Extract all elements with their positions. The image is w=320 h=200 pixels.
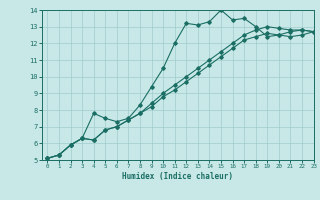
X-axis label: Humidex (Indice chaleur): Humidex (Indice chaleur)	[122, 172, 233, 181]
